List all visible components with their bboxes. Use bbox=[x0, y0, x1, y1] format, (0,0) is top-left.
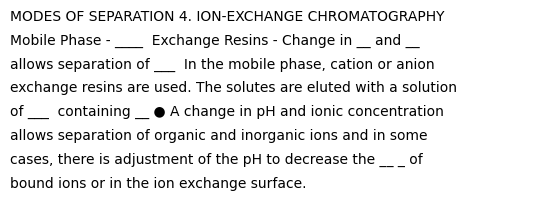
Text: allows separation of organic and inorganic ions and in some: allows separation of organic and inorgan… bbox=[10, 129, 427, 143]
Text: of ___  containing __ ● A change in pH and ionic concentration: of ___ containing __ ● A change in pH an… bbox=[10, 105, 444, 119]
Text: bound ions or in the ion exchange surface.: bound ions or in the ion exchange surfac… bbox=[10, 177, 306, 191]
Text: exchange resins are used. The solutes are eluted with a solution: exchange resins are used. The solutes ar… bbox=[10, 81, 457, 95]
Text: MODES OF SEPARATION 4. ION-EXCHANGE CHROMATOGRAPHY: MODES OF SEPARATION 4. ION-EXCHANGE CHRO… bbox=[10, 10, 445, 24]
Text: allows separation of ___  In the mobile phase, cation or anion: allows separation of ___ In the mobile p… bbox=[10, 58, 435, 72]
Text: cases, there is adjustment of the pH to decrease the __ _ of: cases, there is adjustment of the pH to … bbox=[10, 153, 423, 167]
Text: Mobile Phase - ____  Exchange Resins - Change in __ and __: Mobile Phase - ____ Exchange Resins - Ch… bbox=[10, 34, 420, 48]
